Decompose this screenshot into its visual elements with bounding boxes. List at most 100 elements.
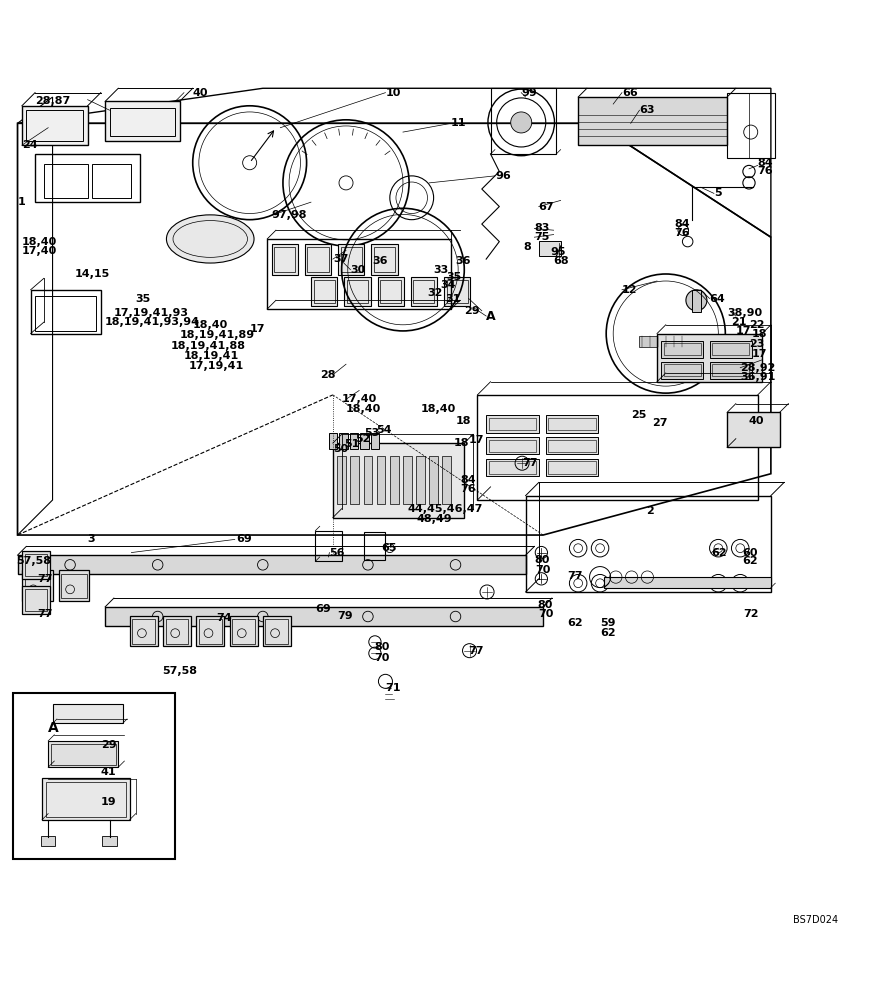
Text: BS7D024: BS7D024 bbox=[793, 915, 838, 925]
Bar bbox=[344, 277, 371, 306]
Text: 3: 3 bbox=[88, 534, 95, 544]
Bar bbox=[692, 290, 701, 312]
Bar bbox=[13, 693, 175, 859]
Text: 76: 76 bbox=[675, 228, 690, 238]
Bar bbox=[491, 88, 556, 154]
Bar bbox=[35, 296, 96, 331]
Bar bbox=[710, 362, 752, 379]
Text: 28: 28 bbox=[320, 370, 336, 380]
Bar bbox=[710, 341, 752, 358]
Bar bbox=[447, 280, 468, 303]
Text: 50: 50 bbox=[333, 444, 348, 454]
Text: 62: 62 bbox=[568, 618, 583, 628]
Bar bbox=[411, 277, 437, 306]
Text: 76: 76 bbox=[758, 166, 774, 176]
Text: 69: 69 bbox=[315, 604, 331, 614]
Bar bbox=[526, 496, 771, 592]
Text: 75: 75 bbox=[534, 232, 550, 242]
Bar bbox=[25, 589, 47, 611]
Text: 52: 52 bbox=[356, 434, 371, 444]
Text: 84: 84 bbox=[675, 219, 690, 229]
Bar bbox=[199, 619, 222, 644]
Bar bbox=[274, 247, 295, 272]
Bar bbox=[232, 619, 255, 644]
Text: 17: 17 bbox=[736, 326, 752, 336]
Text: 80: 80 bbox=[534, 555, 550, 565]
Ellipse shape bbox=[166, 215, 254, 263]
Bar bbox=[604, 577, 771, 588]
Text: 70: 70 bbox=[538, 609, 554, 619]
Bar bbox=[35, 154, 140, 202]
Bar bbox=[712, 364, 749, 376]
Bar bbox=[371, 244, 398, 275]
Bar bbox=[92, 164, 131, 198]
Text: 38,90: 38,90 bbox=[727, 308, 762, 318]
Bar bbox=[110, 108, 175, 136]
Bar bbox=[337, 456, 346, 504]
Text: 80: 80 bbox=[374, 642, 390, 652]
Text: 62: 62 bbox=[742, 556, 758, 566]
Text: 70: 70 bbox=[374, 653, 390, 663]
Text: 17,40: 17,40 bbox=[342, 394, 377, 404]
Text: 19: 19 bbox=[101, 797, 117, 807]
Bar bbox=[413, 280, 434, 303]
Bar bbox=[51, 744, 116, 765]
Text: 17: 17 bbox=[250, 324, 265, 334]
Text: 10: 10 bbox=[385, 88, 401, 98]
Bar bbox=[444, 277, 470, 306]
Text: 18: 18 bbox=[456, 416, 471, 426]
Text: 23: 23 bbox=[749, 339, 765, 349]
Text: 17: 17 bbox=[752, 349, 767, 359]
Text: 64: 64 bbox=[710, 294, 725, 304]
Bar bbox=[26, 110, 83, 141]
Bar bbox=[661, 362, 703, 379]
Bar bbox=[548, 440, 596, 452]
Text: 54: 54 bbox=[377, 425, 392, 435]
Bar bbox=[489, 440, 536, 452]
Text: 65: 65 bbox=[381, 543, 397, 553]
Text: 2: 2 bbox=[646, 506, 654, 516]
Bar bbox=[105, 101, 180, 141]
Bar bbox=[489, 418, 536, 430]
Text: 77: 77 bbox=[522, 458, 538, 468]
Text: 18,40: 18,40 bbox=[346, 404, 381, 414]
Text: 34: 34 bbox=[441, 280, 456, 290]
Text: 51: 51 bbox=[344, 439, 360, 449]
Bar bbox=[46, 782, 126, 817]
Bar bbox=[364, 456, 372, 504]
Text: 71: 71 bbox=[385, 683, 401, 693]
Bar bbox=[265, 619, 288, 644]
Bar bbox=[338, 244, 364, 275]
Text: 17,19,41: 17,19,41 bbox=[188, 361, 244, 371]
Text: 28,92: 28,92 bbox=[740, 363, 775, 373]
Text: 12: 12 bbox=[622, 285, 638, 295]
Text: 18: 18 bbox=[752, 329, 767, 339]
Bar bbox=[230, 616, 258, 646]
Bar bbox=[486, 415, 539, 433]
Text: 11: 11 bbox=[451, 118, 467, 128]
Bar bbox=[477, 395, 758, 500]
Circle shape bbox=[511, 112, 532, 133]
Bar bbox=[347, 280, 368, 303]
Bar bbox=[22, 586, 50, 614]
Bar bbox=[48, 741, 118, 767]
Bar bbox=[548, 461, 596, 474]
Bar bbox=[272, 244, 298, 275]
Text: 30: 30 bbox=[350, 265, 365, 275]
Text: 77: 77 bbox=[568, 571, 583, 581]
Text: 66: 66 bbox=[622, 88, 638, 98]
Bar bbox=[31, 290, 101, 334]
Bar bbox=[639, 336, 692, 347]
Text: 80: 80 bbox=[538, 600, 554, 610]
Bar bbox=[350, 433, 358, 449]
Text: 33: 33 bbox=[434, 265, 449, 275]
Text: 36,91: 36,91 bbox=[740, 372, 775, 382]
Bar bbox=[374, 247, 395, 272]
Bar bbox=[546, 415, 598, 433]
Bar bbox=[196, 616, 224, 646]
Bar bbox=[364, 532, 385, 560]
Bar bbox=[727, 412, 780, 447]
Text: 41: 41 bbox=[101, 767, 117, 777]
Bar bbox=[18, 555, 526, 574]
Bar bbox=[578, 97, 727, 145]
